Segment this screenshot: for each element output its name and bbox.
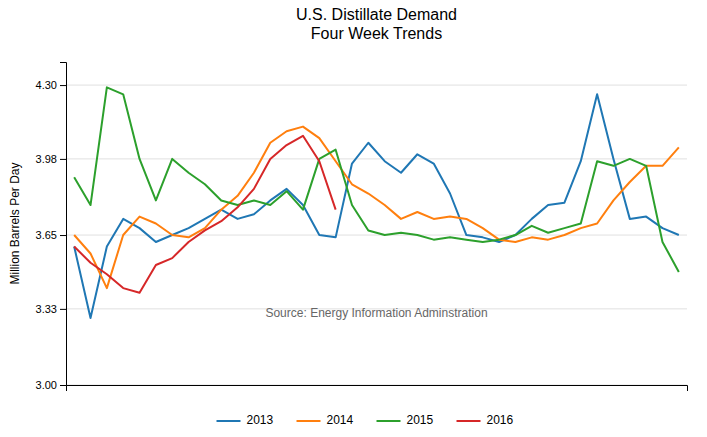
legend-label: 2014: [327, 413, 354, 427]
y-tick-mark: [60, 235, 66, 236]
plot: 3.00 3.33 3.65 3.98 4.30 Source: Energy Infor…: [36, 63, 688, 392]
y-tick: 3.33: [36, 303, 66, 315]
x-axis: [67, 386, 688, 392]
y-axis-title: Million Barrels Per Day: [8, 162, 22, 284]
y-tick-mark: [60, 309, 66, 310]
grid-line: [66, 85, 687, 86]
series-line: [74, 136, 335, 293]
y-tick: 3.98: [36, 153, 66, 165]
y-tick-label: 4.30: [36, 79, 57, 91]
grid-line: [66, 235, 687, 236]
chart: 3.00 3.33 3.65 3.98 4.30 Source: Energy Infor…: [0, 0, 707, 437]
series-line: [74, 94, 679, 318]
y-axis: 3.00 3.33 3.65 3.98 4.30: [36, 63, 67, 392]
legend-label: 2015: [407, 413, 434, 427]
title: U.S. Distillate Demand Four Week Trends: [296, 6, 457, 42]
lines: [74, 87, 679, 318]
y-tick-label: 3.65: [36, 229, 57, 241]
legend-swatch: [217, 420, 241, 422]
legend-swatch: [377, 420, 401, 422]
y-tick-label: 3.00: [36, 379, 57, 391]
y-tick-mark: [60, 385, 66, 386]
legend: 2013 2014 2015 2016: [217, 413, 514, 427]
title-line: Four Week Trends: [311, 25, 442, 42]
legend-label: 2013: [247, 413, 274, 427]
x-axis-line: [67, 386, 688, 392]
legend-label: 2016: [487, 413, 514, 427]
annotation: Source: Energy Information Adminstration: [265, 306, 487, 320]
title-line: U.S. Distillate Demand: [296, 6, 457, 23]
legend-swatch: [297, 420, 321, 422]
legend-item: 2013: [217, 413, 274, 427]
y-tick: 3.65: [36, 229, 66, 241]
legend-item: 2016: [457, 413, 514, 427]
y-tick-mark: [60, 85, 66, 86]
series-line: [74, 87, 679, 272]
y-tick-label: 3.98: [36, 153, 57, 165]
legend-item: 2015: [377, 413, 434, 427]
legend-swatch: [457, 420, 481, 422]
series-line: [74, 127, 679, 289]
y-tick-label: 3.33: [36, 303, 57, 315]
grid-line: [66, 158, 687, 159]
y-tick: 3.00: [36, 379, 66, 391]
grid: [66, 85, 687, 385]
legend-item: 2014: [297, 413, 354, 427]
y-tick: 4.30: [36, 79, 66, 91]
y-tick-mark: [60, 159, 66, 160]
y-axis-line: [60, 63, 67, 386]
